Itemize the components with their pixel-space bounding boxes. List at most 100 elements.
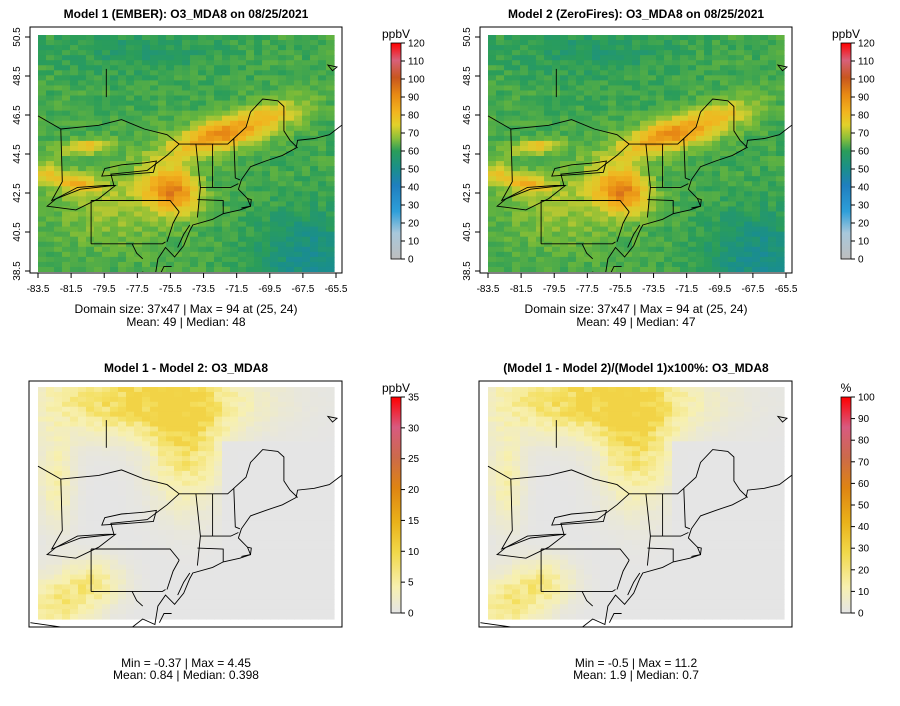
heatmap-cell bbox=[214, 186, 223, 192]
heatmap-cell bbox=[110, 461, 119, 467]
heatmap-cell bbox=[262, 549, 271, 556]
heatmap-cell bbox=[592, 181, 601, 187]
heatmap-cell bbox=[528, 65, 537, 71]
heatmap-cell bbox=[310, 85, 319, 92]
heatmap-cell bbox=[46, 70, 55, 76]
heatmap-cell bbox=[520, 266, 529, 272]
heatmap-cell bbox=[174, 251, 183, 258]
y-tick-label: 40.5 bbox=[462, 222, 473, 242]
heatmap-cell bbox=[230, 191, 239, 197]
heatmap-cell bbox=[760, 105, 769, 112]
heatmap-cell bbox=[488, 145, 497, 152]
heatmap-cell bbox=[568, 35, 577, 41]
heatmap-cell bbox=[158, 470, 167, 477]
heatmap-cell bbox=[584, 135, 593, 142]
heatmap-cell bbox=[302, 530, 311, 536]
heatmap-cell bbox=[744, 166, 753, 172]
heatmap-cell bbox=[704, 115, 713, 122]
heatmap-cell bbox=[222, 401, 231, 408]
heatmap-cell bbox=[576, 226, 585, 233]
heatmap-cell bbox=[78, 75, 87, 81]
heatmap-cell bbox=[86, 431, 95, 437]
heatmap-cell bbox=[318, 475, 327, 482]
heatmap-cell bbox=[86, 125, 95, 132]
heatmap-cell bbox=[198, 191, 207, 197]
boundary-line bbox=[541, 241, 616, 245]
heatmap-cell bbox=[134, 60, 143, 66]
heatmap-cell bbox=[246, 470, 255, 477]
heatmap-cell bbox=[110, 421, 119, 428]
heatmap-cell bbox=[504, 85, 513, 92]
heatmap-cell bbox=[640, 135, 649, 142]
heatmap-cell bbox=[768, 115, 777, 122]
heatmap-cell bbox=[270, 196, 279, 202]
heatmap-cell bbox=[70, 451, 79, 457]
heatmap-cell bbox=[222, 120, 231, 127]
heatmap-cell bbox=[512, 95, 521, 102]
heatmap-cell bbox=[102, 495, 111, 502]
heatmap-cell bbox=[640, 256, 649, 263]
heatmap-cell bbox=[286, 461, 295, 467]
heatmap-cell bbox=[736, 130, 745, 137]
heatmap-cell bbox=[278, 206, 287, 213]
heatmap-cell bbox=[118, 251, 127, 258]
heatmap-cell bbox=[262, 75, 271, 81]
heatmap-cell bbox=[302, 130, 311, 137]
heatmap-cell bbox=[294, 456, 303, 462]
heatmap-cell bbox=[720, 125, 729, 132]
heatmap-cell bbox=[310, 140, 319, 147]
heatmap-cell bbox=[318, 406, 327, 413]
heatmap-cell bbox=[158, 161, 167, 167]
heatmap-cell bbox=[536, 171, 545, 177]
heatmap-cell bbox=[126, 540, 135, 546]
heatmap-cell bbox=[600, 156, 609, 162]
heatmap-cell bbox=[536, 231, 545, 238]
heatmap-cell bbox=[504, 150, 513, 157]
heatmap-cell bbox=[712, 241, 721, 248]
heatmap-cell bbox=[46, 171, 55, 177]
heatmap-cell bbox=[326, 461, 335, 467]
heatmap-cell bbox=[62, 241, 71, 248]
heatmap-cell bbox=[230, 196, 239, 202]
heatmap-cell bbox=[632, 241, 641, 248]
heatmap-cell bbox=[174, 45, 183, 51]
heatmap-cell bbox=[254, 65, 263, 71]
heatmap-cell bbox=[752, 241, 761, 248]
heatmap-cell bbox=[294, 171, 303, 177]
heatmap-cell bbox=[632, 35, 641, 41]
heatmap-cell bbox=[640, 45, 649, 51]
heatmap-cell bbox=[576, 211, 585, 218]
heatmap-cell bbox=[294, 559, 303, 566]
heatmap-cell bbox=[70, 505, 79, 512]
heatmap-cell bbox=[158, 251, 167, 258]
heatmap-cell bbox=[536, 120, 545, 127]
heatmap-cell bbox=[46, 105, 55, 112]
heatmap-cell bbox=[102, 196, 111, 202]
heatmap-cell bbox=[118, 535, 127, 541]
heatmap-cell bbox=[174, 391, 183, 398]
heatmap-cell bbox=[278, 55, 287, 61]
heatmap-cell bbox=[632, 130, 641, 137]
heatmap-cell bbox=[776, 115, 785, 122]
heatmap-cell bbox=[302, 470, 311, 477]
heatmap-cell bbox=[680, 135, 689, 142]
heatmap-cell bbox=[78, 465, 87, 472]
heatmap-cell bbox=[126, 211, 135, 218]
heatmap-cell bbox=[62, 95, 71, 102]
heatmap-cell bbox=[134, 150, 143, 157]
heatmap-cell bbox=[302, 100, 311, 107]
heatmap-cell bbox=[744, 181, 753, 187]
heatmap-cell bbox=[110, 70, 119, 76]
heatmap-cell bbox=[70, 161, 79, 167]
heatmap-cell bbox=[520, 211, 529, 218]
heatmap-cell bbox=[302, 446, 311, 452]
heatmap-cell bbox=[528, 100, 537, 107]
heatmap-cell bbox=[86, 256, 95, 263]
heatmap-cell bbox=[198, 441, 207, 447]
heatmap-cell bbox=[294, 50, 303, 56]
heatmap-cell bbox=[38, 421, 47, 428]
heatmap-cell bbox=[46, 120, 55, 127]
heatmap-cell bbox=[544, 40, 553, 46]
heatmap-cell bbox=[190, 226, 199, 233]
heatmap-cell bbox=[166, 216, 175, 223]
